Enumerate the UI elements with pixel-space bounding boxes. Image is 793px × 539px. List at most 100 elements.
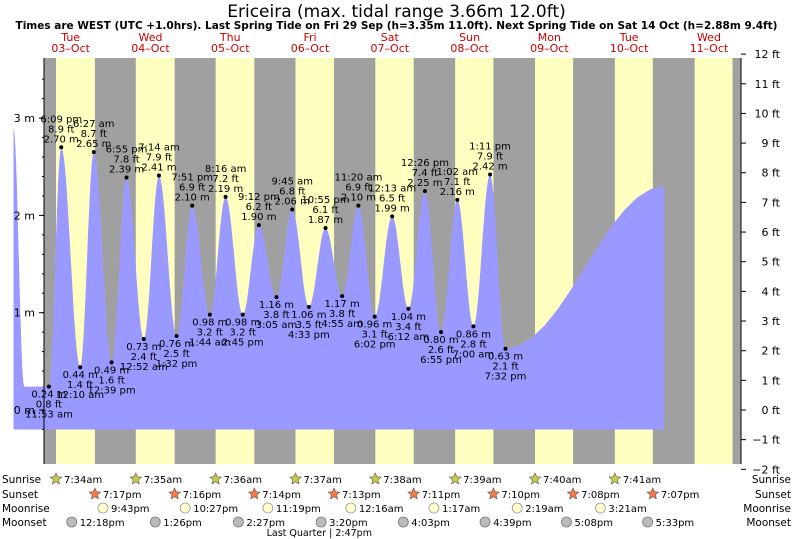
tide-m: 0.76 m xyxy=(159,339,194,350)
moonrise-time: 9:43pm xyxy=(111,504,150,515)
sunset-icon xyxy=(407,487,421,500)
tide-point xyxy=(340,294,345,299)
moonset-time: 3:20pm xyxy=(329,518,368,529)
tide-point xyxy=(455,197,460,202)
moonrise-icon xyxy=(428,502,440,514)
tide-m: 0.96 m xyxy=(357,320,392,331)
tide-point xyxy=(174,334,179,339)
moonrise-icon xyxy=(97,502,109,514)
moonset-time: 5:08pm xyxy=(574,518,613,529)
tide-point xyxy=(471,324,476,329)
right-axis-ft: −2 ft −1 ft 0 ft 1 ft 2 ft 3 ft 4 ft 5 ft 6 ft 7 … xyxy=(740,48,781,476)
sunset-time: 7:08pm xyxy=(581,490,620,501)
tide-m: 0.63 m xyxy=(488,352,523,363)
tide-ft: 3.2 ft xyxy=(230,328,256,339)
tide-point xyxy=(503,346,508,351)
sun-moon-rows: Sunrise Sunrise Sunset Sunset Moonrise Moonri… xyxy=(2,472,791,539)
tide-time: 1:44 am xyxy=(189,338,231,349)
tide-ft: 3.8 ft xyxy=(329,309,355,320)
day-name: Mon xyxy=(538,31,561,44)
moonset-icon xyxy=(479,516,491,528)
tide-time: 8:16 am xyxy=(205,164,247,175)
tide-point xyxy=(306,304,311,309)
tide-m: 1.99 m xyxy=(375,203,410,214)
tide-m: 0.44 m xyxy=(63,370,98,381)
tide-ft: 2.8 ft xyxy=(460,339,486,350)
moonrise-icon xyxy=(511,502,523,514)
tide-time: 12:52 am xyxy=(120,362,168,373)
y-tick-label-ft: −2 ft xyxy=(752,463,780,476)
tide-time: 7:32 pm xyxy=(485,372,527,383)
row-label-left: Sunset xyxy=(2,489,38,501)
moonrise-time: 11:19pm xyxy=(276,504,321,515)
tide-m: 1.06 m xyxy=(291,310,326,321)
day-date: 06–Oct xyxy=(291,42,330,55)
sunrise-time: 7:41am xyxy=(623,475,661,486)
y-tick-label-m: 1 m xyxy=(14,307,35,320)
sunrise-time: 7:39am xyxy=(463,475,501,486)
day-date: 07–Oct xyxy=(371,42,410,55)
sunset-icon xyxy=(486,487,500,500)
day-name: Sat xyxy=(381,31,400,44)
day-name: Fri xyxy=(303,31,316,44)
tide-ft: 7.9 ft xyxy=(146,153,172,164)
tide-point xyxy=(323,226,328,231)
tide-ft: 7.1 ft xyxy=(444,177,470,188)
y-tick-label-ft: 11 ft xyxy=(755,78,781,91)
moon-phase-note: Last Quarter | 2:47pm xyxy=(267,528,372,539)
tide-time: 6:09 pm xyxy=(40,114,82,125)
day-name: Wed xyxy=(138,31,162,44)
sunrise-time: 7:36am xyxy=(224,475,262,486)
tide-ft: 7.9 ft xyxy=(477,152,503,163)
tide-point xyxy=(207,312,212,317)
y-tick-label-ft: −1 ft xyxy=(752,434,780,447)
tide-point xyxy=(156,173,161,178)
tide-point xyxy=(422,189,427,194)
tide-time: 6:02 pm xyxy=(354,340,396,351)
tide-m: 0.80 m xyxy=(423,335,458,346)
day-date: 04–Oct xyxy=(131,42,170,55)
tide-ft: 7.2 ft xyxy=(212,174,238,185)
tide-ft: 6.2 ft xyxy=(246,202,272,213)
tide-time: 6:55 pm xyxy=(106,144,148,155)
moonset-icon xyxy=(642,516,654,528)
day-name: Tue xyxy=(60,31,80,44)
tide-ft: 6.9 ft xyxy=(345,183,371,194)
tide-time: 7:00 am xyxy=(453,349,495,360)
tide-ft: 6.1 ft xyxy=(312,205,338,216)
tide-point xyxy=(223,194,228,199)
tide-time: 2:45 pm xyxy=(222,338,264,349)
day-headers: Tue03–OctWed04–OctThu05–OctFri06–OctSat0… xyxy=(51,31,728,55)
chart-title: Ericeira (max. tidal range 3.66m 12.0ft) xyxy=(227,2,566,22)
sunrise-icon xyxy=(129,472,143,485)
sunset-icon xyxy=(327,487,341,500)
tide-time: 1:32 pm xyxy=(156,359,198,370)
tide-point xyxy=(78,365,83,370)
tide-point xyxy=(372,314,377,319)
sunrise-time: 7:34am xyxy=(64,475,102,486)
tide-time: 12:13 am xyxy=(368,183,416,194)
moonset-icon xyxy=(561,516,572,528)
moonset-time: 4:39pm xyxy=(493,518,532,529)
tide-m: 0.49 m xyxy=(94,365,129,376)
tide-point xyxy=(141,336,146,341)
sunrise-icon xyxy=(209,472,223,485)
row-label-left: Moonset xyxy=(2,517,47,529)
y-tick-label-m: 0 m xyxy=(14,404,35,417)
tide-m: 1.90 m xyxy=(241,212,276,223)
row-label-left: Moonrise xyxy=(2,503,50,515)
tide-time: 12:10 am xyxy=(56,390,104,401)
tide-time: 7:51 pm xyxy=(171,173,213,184)
tide-ft: 6.9 ft xyxy=(179,183,205,194)
y-tick-label-ft: 8 ft xyxy=(762,167,781,180)
sunrise-time: 7:38am xyxy=(383,475,421,486)
tide-m: 0.98 m xyxy=(225,318,260,329)
tide-m: 2.19 m xyxy=(208,184,243,195)
daylight-band xyxy=(694,58,733,464)
tide-m: 0.86 m xyxy=(456,329,491,340)
tide-time: 4:33 pm xyxy=(288,330,330,341)
tide-time: 9:12 pm xyxy=(238,192,280,203)
moonrise-time: 10:27pm xyxy=(193,504,238,515)
tide-point xyxy=(124,175,129,180)
